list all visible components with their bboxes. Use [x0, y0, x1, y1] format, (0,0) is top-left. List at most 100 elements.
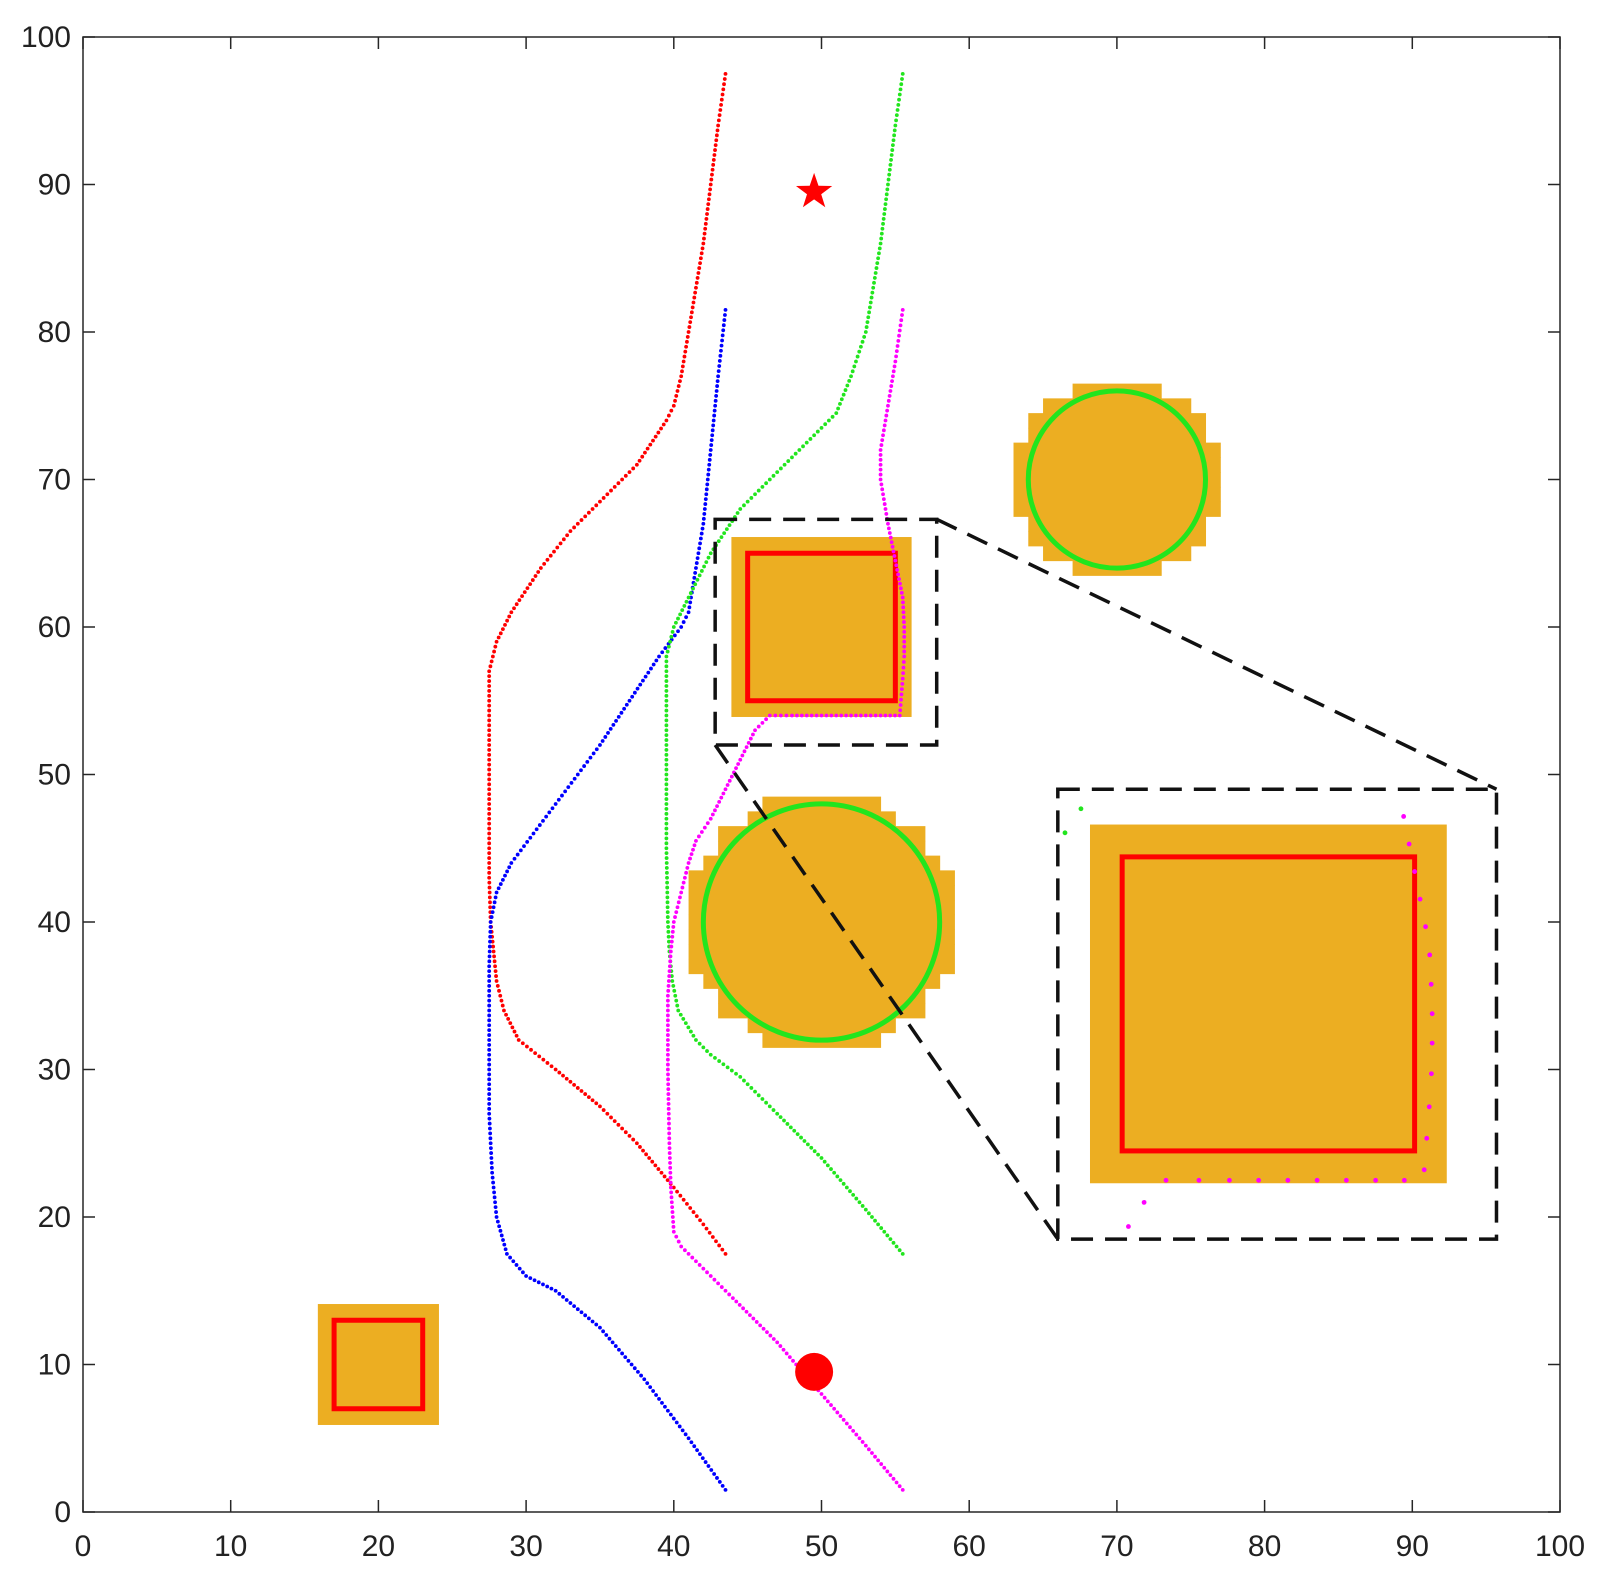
trajectory-point — [665, 900, 670, 905]
trajectory-point — [723, 1487, 728, 1492]
trajectory-point — [705, 207, 710, 211]
trajectory-point — [882, 212, 887, 216]
trajectory-point — [525, 840, 530, 844]
trajectory-point — [572, 525, 577, 530]
trajectory-point — [511, 1259, 516, 1264]
trajectory-point — [767, 1104, 772, 1109]
trajectory-point — [515, 852, 520, 857]
trajectory-point — [782, 462, 787, 467]
trajectory-point — [674, 1420, 679, 1425]
trajectory-point — [664, 418, 669, 423]
trajectory-point — [714, 138, 719, 143]
trajectory-point — [717, 364, 722, 368]
zoom-trajectory-point — [1196, 1177, 1202, 1183]
trajectory-point — [702, 825, 707, 830]
trajectory-point — [675, 1003, 680, 1008]
trajectory-point — [505, 869, 510, 874]
trajectory-point — [487, 816, 492, 821]
start-marker — [795, 1352, 834, 1391]
trajectory-point — [545, 557, 550, 562]
trajectory-point — [717, 1480, 722, 1484]
trajectory-point — [565, 533, 570, 538]
trajectory-point — [691, 1033, 696, 1038]
zoom-inset-layer — [713, 517, 1499, 1241]
trajectory-point — [561, 1073, 565, 1078]
trajectory-point — [494, 974, 498, 978]
trajectory-point — [676, 900, 681, 905]
trajectory-point — [888, 713, 893, 718]
trajectory-point — [710, 428, 715, 433]
trajectory-point — [487, 767, 492, 772]
y-tick-label: 100 — [21, 21, 71, 54]
trajectory-point — [677, 1424, 682, 1429]
trajectory-point — [667, 1156, 672, 1160]
trajectory-point — [514, 1033, 519, 1038]
trajectory-point — [666, 1092, 671, 1096]
trajectory-point — [878, 472, 883, 477]
trajectory-point — [706, 197, 711, 202]
trajectory-point — [487, 836, 492, 841]
trajectory-point — [902, 644, 907, 649]
trajectory-point — [664, 772, 669, 777]
trajectory-point — [713, 398, 718, 403]
trajectory-point — [885, 408, 890, 413]
trajectory-point — [694, 280, 699, 285]
trajectory-point — [666, 1077, 670, 1082]
trajectory-point — [788, 1125, 793, 1130]
trajectory-point — [598, 499, 602, 504]
trajectory-point — [823, 422, 828, 427]
trajectory-point — [641, 1148, 645, 1153]
trajectory-point — [686, 1251, 691, 1256]
trajectory-point — [834, 713, 839, 718]
trajectory-point — [778, 713, 783, 718]
trajectory-point — [668, 1170, 673, 1175]
trajectory-point — [487, 762, 492, 767]
trajectory-point — [664, 787, 669, 792]
trajectory-point — [706, 472, 711, 477]
trajectory-point — [666, 929, 671, 934]
y-tick-label: 90 — [38, 169, 71, 202]
trajectory-point — [488, 1146, 493, 1151]
trajectory-point — [487, 1038, 492, 1042]
trajectory-point — [487, 841, 492, 846]
trajectory-point — [668, 949, 673, 954]
trajectory-point — [899, 318, 904, 323]
trajectory-point — [637, 458, 642, 463]
trajectory-point — [878, 713, 883, 718]
trajectory-point — [502, 1008, 506, 1013]
trajectory-point — [555, 545, 560, 550]
trajectory-point — [520, 594, 524, 599]
trajectory-point — [681, 620, 686, 624]
trajectory-point — [854, 359, 858, 364]
trajectory-point — [705, 212, 709, 216]
trajectory-point — [778, 1344, 783, 1348]
trajectory-point — [528, 1276, 533, 1281]
trajectory-point — [487, 1018, 492, 1023]
trajectory-2 — [487, 307, 728, 1492]
trajectory-point — [664, 728, 669, 733]
zoom-trajectory-point — [1429, 1011, 1435, 1017]
trajectory-point — [634, 462, 639, 467]
trajectory-point — [692, 295, 697, 300]
obstacle-pixel-row — [718, 1003, 926, 1019]
trajectory-point — [712, 1277, 717, 1282]
trajectory-point — [692, 843, 697, 848]
zoom-trajectory-point — [1412, 869, 1418, 874]
trajectory-point — [487, 757, 492, 762]
trajectory-point — [490, 1175, 495, 1180]
zoom-connector-top — [935, 517, 1498, 791]
trajectory-point — [666, 934, 671, 939]
trajectory-point — [838, 1178, 843, 1183]
trajectory-point — [786, 459, 791, 463]
trajectory-point — [664, 698, 669, 703]
trajectory-point — [875, 261, 880, 266]
trajectory-point — [594, 503, 599, 508]
obstacle-pixel-row — [1028, 427, 1207, 444]
trajectory-point — [609, 1115, 613, 1120]
trajectory-point — [568, 1301, 573, 1305]
trajectory-point — [684, 599, 689, 604]
trajectory-point — [490, 654, 495, 659]
trajectory-point — [665, 895, 670, 900]
trajectory-point — [545, 1061, 550, 1065]
trajectory-point — [901, 671, 906, 675]
